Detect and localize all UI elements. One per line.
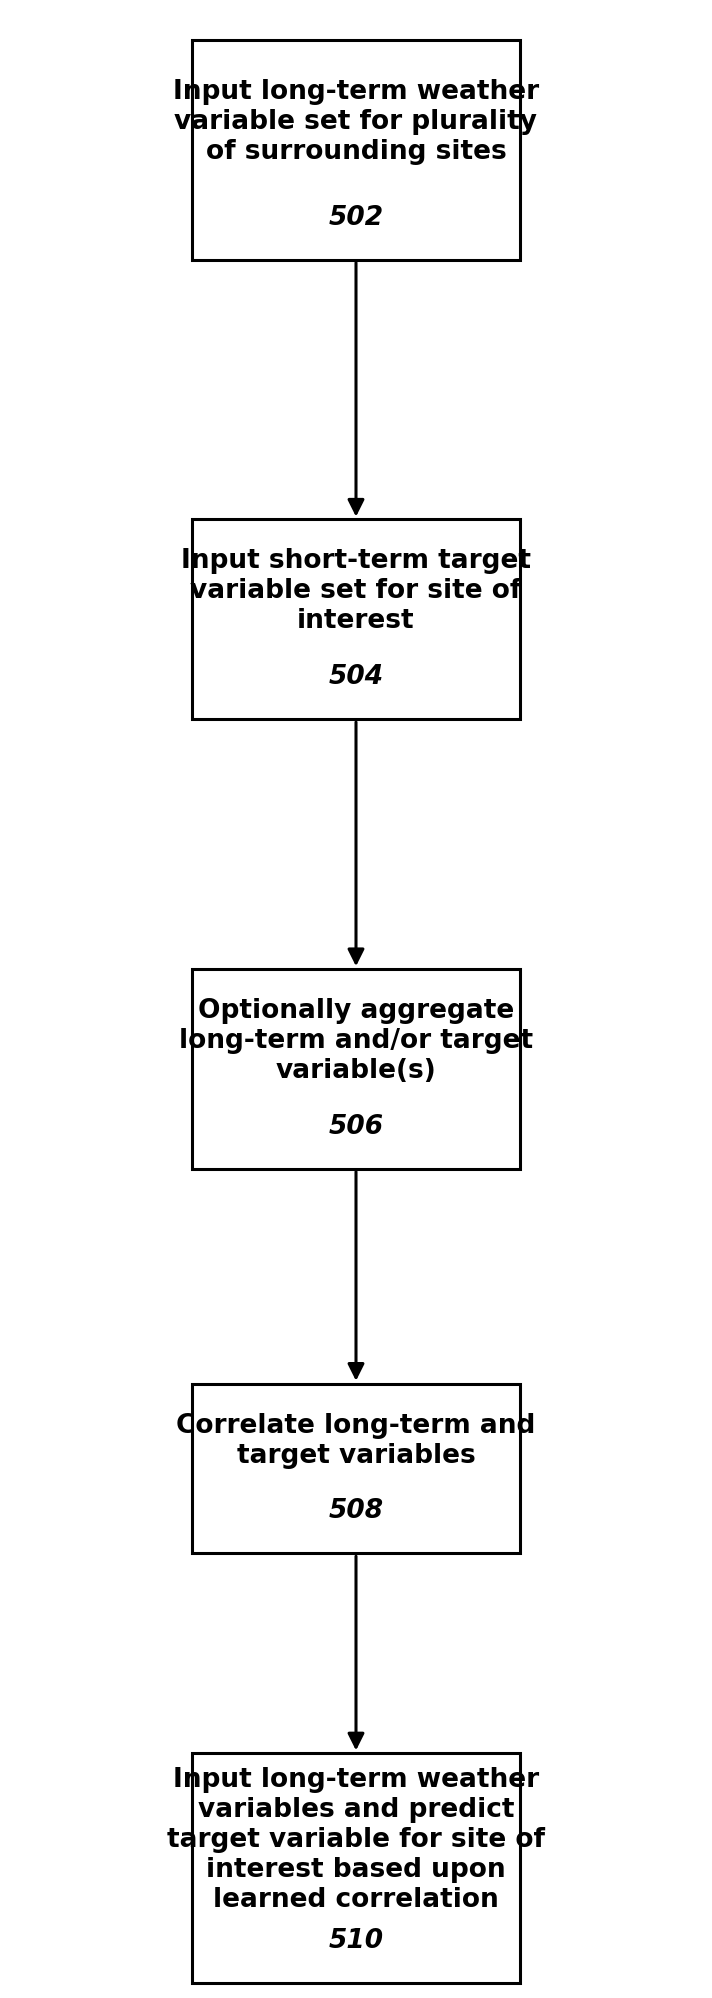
- FancyBboxPatch shape: [192, 1754, 520, 1982]
- FancyBboxPatch shape: [192, 40, 520, 260]
- Text: 502: 502: [328, 204, 384, 232]
- Text: Optionally aggregate
long-term and/or target
variable(s): Optionally aggregate long-term and/or ta…: [179, 997, 533, 1085]
- FancyBboxPatch shape: [192, 519, 520, 719]
- Text: Input long-term weather
variables and predict
target variable for site of
intere: Input long-term weather variables and pr…: [167, 1766, 545, 1914]
- Text: Correlate long-term and
target variables: Correlate long-term and target variables: [177, 1413, 535, 1469]
- Text: 510: 510: [328, 1928, 384, 1954]
- FancyBboxPatch shape: [192, 969, 520, 1169]
- Text: 506: 506: [328, 1113, 384, 1141]
- Text: Input long-term weather
variable set for plurality
of surrounding sites: Input long-term weather variable set for…: [173, 78, 539, 166]
- Text: 504: 504: [328, 663, 384, 691]
- FancyBboxPatch shape: [192, 1383, 520, 1554]
- Text: Input short-term target
variable set for site of
interest: Input short-term target variable set for…: [181, 547, 531, 635]
- Text: 508: 508: [328, 1498, 384, 1524]
